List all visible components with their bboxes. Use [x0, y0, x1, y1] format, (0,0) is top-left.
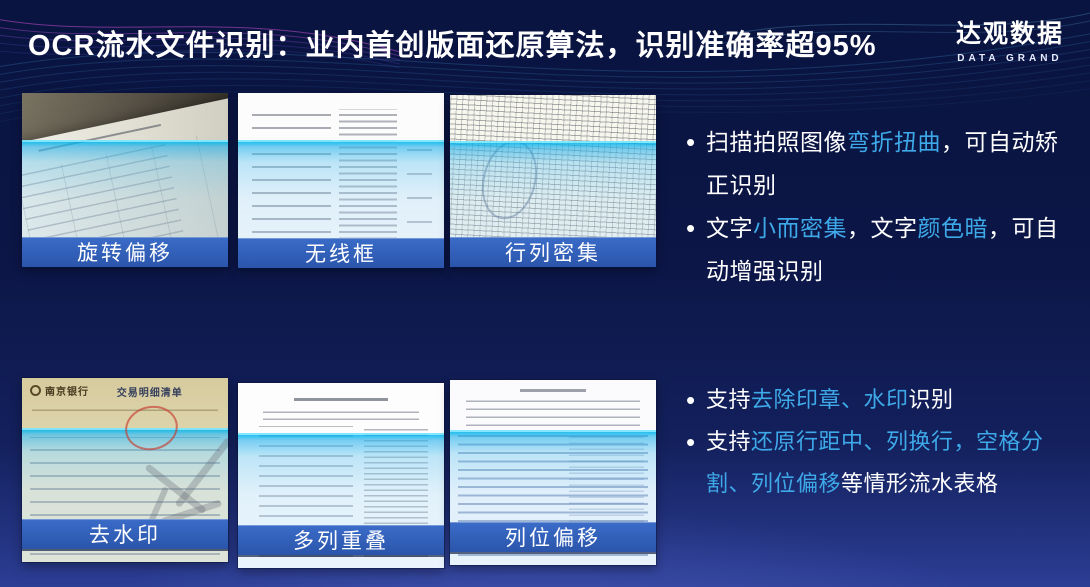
card-label: 行列密集 — [450, 237, 656, 267]
sample-card-watermark: 南京银行 交易明细清单 去水印 — [22, 378, 228, 562]
sample-card-column-offset: 列位偏移 — [450, 380, 656, 565]
sample-card-rotated: 旋转偏移 — [22, 93, 228, 267]
feature-bullets-top: • 扫描拍照图像弯折扭曲，可自动矫正识别 • 文字小而密集，文字颜色暗，可自动增… — [686, 121, 1078, 293]
bullet-dot: • — [686, 427, 696, 457]
bullet-item: • 文字小而密集，文字颜色暗，可自动增强识别 — [686, 207, 1078, 293]
card-label: 去水印 — [22, 519, 228, 549]
doc-subheader-lines — [262, 407, 420, 420]
bank-row: 南京银行 — [30, 383, 89, 398]
sample-card-borderless: 无线框 — [238, 93, 444, 268]
bank-name: 南京银行 — [45, 387, 89, 398]
bullet-dot: • — [686, 385, 696, 415]
slip-title: 交易明细清单 — [116, 388, 183, 399]
bullet-text: 扫描拍照图像弯折扭曲，可自动矫正识别 — [706, 129, 1059, 198]
bullet-item: • 支持去除印章、水印识别 — [686, 379, 1084, 421]
card-label: 无线框 — [238, 238, 444, 268]
card-label: 列位偏移 — [450, 522, 656, 552]
bullet-text: 文字小而密集，文字颜色暗，可自动增强识别 — [706, 215, 1059, 284]
bullet-dot: • — [686, 213, 696, 243]
bullet-text: 支持还原行距中、列换行，空格分割、列位偏移等情形流水表格 — [706, 429, 1044, 496]
card-label: 旋转偏移 — [22, 237, 228, 267]
doc-title-line — [520, 389, 586, 392]
doc-header-block — [466, 398, 640, 427]
bullet-dot: • — [686, 127, 696, 157]
sample-card-multicolumn: 多列重叠 — [238, 383, 444, 568]
brand-logo-chinese: 达观数据 — [955, 20, 1064, 48]
bullet-item: • 支持还原行距中、列换行，空格分割、列位偏移等情形流水表格 — [686, 421, 1084, 505]
bullet-item: • 扫描拍照图像弯折扭曲，可自动矫正识别 — [686, 121, 1078, 207]
slip-header-lines — [32, 402, 218, 411]
doc-title-line — [293, 397, 389, 401]
page-title: OCR流水文件识别：业内首创版面还原算法，识别准确率超95% — [28, 30, 877, 62]
brand-logo: 达观数据 DATA GRAND — [956, 14, 1064, 64]
card-label: 多列重叠 — [238, 525, 444, 555]
bullet-text: 支持去除印章、水印识别 — [706, 387, 954, 412]
feature-bullets-bottom: • 支持去除印章、水印识别 • 支持还原行距中、列换行，空格分割、列位偏移等情形… — [686, 379, 1084, 505]
brand-logo-english: DATA GRAND — [957, 53, 1063, 64]
slip-header: 南京银行 交易明细清单 — [22, 378, 228, 432]
sample-card-dense: 行列密集 — [450, 95, 656, 267]
bank-logo-icon — [30, 385, 41, 396]
